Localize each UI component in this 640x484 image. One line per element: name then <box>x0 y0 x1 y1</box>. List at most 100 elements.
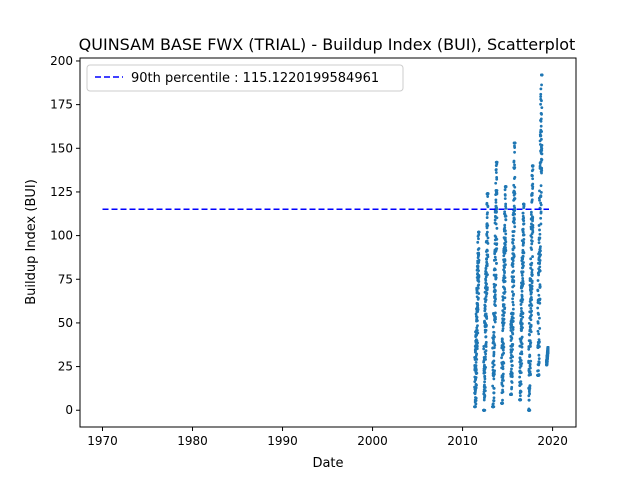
data-point <box>537 338 541 342</box>
data-point <box>530 268 534 272</box>
data-point <box>503 226 507 229</box>
data-point <box>522 233 526 237</box>
data-point <box>529 257 533 261</box>
y-tick-label: 100 <box>50 229 73 243</box>
data-point <box>503 266 506 269</box>
x-tick-label: 2020 <box>537 434 568 448</box>
data-point <box>521 326 524 330</box>
data-point <box>522 241 526 244</box>
chart-title: QUINSAM BASE FWX (TRIAL) - Buildup Index… <box>79 35 576 54</box>
data-point <box>521 298 525 302</box>
data-point <box>540 73 544 77</box>
data-point <box>484 279 488 282</box>
data-point <box>539 95 543 99</box>
data-point <box>527 321 531 325</box>
data-point <box>511 319 515 323</box>
data-point <box>540 112 543 116</box>
data-point <box>495 216 499 220</box>
data-point <box>484 295 488 298</box>
data-point <box>531 185 535 189</box>
data-point <box>484 335 488 339</box>
data-point <box>539 87 543 91</box>
data-point <box>504 246 507 249</box>
data-point <box>529 210 533 214</box>
data-point <box>520 342 524 346</box>
data-point <box>501 401 505 405</box>
data-point <box>537 369 540 373</box>
data-point <box>501 298 505 302</box>
data-point <box>475 383 478 387</box>
data-point <box>475 328 479 332</box>
data-point <box>502 274 506 277</box>
data-point <box>519 303 523 306</box>
data-point <box>545 360 549 363</box>
data-point <box>503 311 506 314</box>
data-point <box>527 398 531 402</box>
data-point <box>520 350 524 354</box>
data-point <box>510 375 514 379</box>
data-point <box>493 343 497 347</box>
data-point <box>536 321 540 325</box>
data-point <box>540 143 544 147</box>
data-point <box>502 379 505 382</box>
data-point <box>493 218 497 222</box>
data-point <box>537 357 541 361</box>
data-point <box>476 331 480 335</box>
data-point <box>503 296 507 300</box>
data-point <box>500 356 503 360</box>
data-point <box>511 348 514 351</box>
data-point <box>512 230 516 233</box>
data-point <box>520 345 524 349</box>
data-point <box>538 265 542 269</box>
data-point <box>531 177 535 181</box>
data-point <box>494 289 497 293</box>
data-point <box>539 195 543 199</box>
data-point <box>529 213 533 216</box>
data-point <box>491 384 495 388</box>
data-point <box>512 284 516 288</box>
data-point <box>492 386 496 390</box>
data-point <box>483 408 487 412</box>
data-point <box>494 235 498 239</box>
data-point <box>539 137 543 141</box>
data-point <box>484 355 487 359</box>
data-point <box>494 283 498 287</box>
data-point <box>483 383 486 387</box>
data-point <box>511 316 515 320</box>
data-point <box>537 241 541 245</box>
data-point <box>519 364 523 368</box>
data-point <box>512 234 515 238</box>
data-point <box>485 282 488 286</box>
y-axis-label: Buildup Index (BUI) <box>24 179 39 305</box>
data-point <box>492 399 496 403</box>
data-point <box>529 341 533 345</box>
data-point <box>536 329 540 333</box>
data-point <box>475 347 479 351</box>
data-point <box>484 266 488 270</box>
data-point <box>494 304 497 307</box>
data-point <box>519 382 523 386</box>
data-point <box>475 352 479 356</box>
data-point <box>492 337 495 341</box>
data-point <box>492 350 496 354</box>
data-point <box>483 374 487 378</box>
data-point <box>501 329 505 333</box>
data-point <box>495 261 498 265</box>
data-point <box>530 304 534 307</box>
data-point <box>511 342 515 346</box>
data-point <box>528 384 532 388</box>
data-point <box>530 273 534 277</box>
data-point <box>476 324 479 328</box>
data-point <box>503 306 507 310</box>
data-point <box>503 236 507 240</box>
data-point <box>529 373 532 377</box>
data-point <box>504 185 508 189</box>
data-point <box>509 329 513 332</box>
data-point <box>521 311 525 315</box>
data-point <box>513 208 517 212</box>
data-point <box>520 335 524 339</box>
data-point <box>538 327 542 330</box>
data-point <box>528 370 532 374</box>
data-point <box>483 363 486 367</box>
data-point <box>474 386 478 390</box>
